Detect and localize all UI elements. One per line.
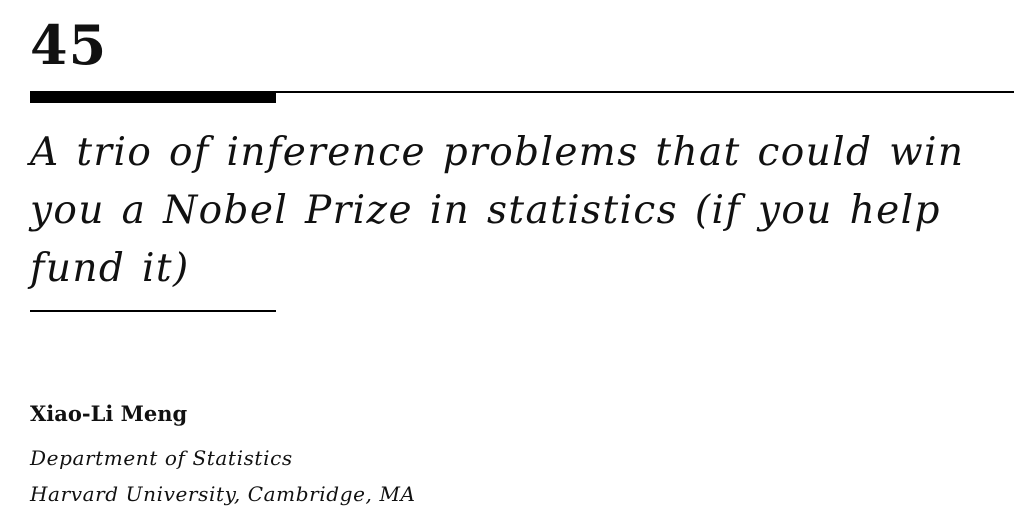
chapter-title: A trio of inference problems that could … bbox=[30, 130, 965, 291]
chapter-number: 45 bbox=[30, 13, 108, 77]
title-underline-rule bbox=[30, 310, 276, 312]
header-rule bbox=[30, 91, 1014, 93]
header-rule-accent bbox=[30, 92, 276, 103]
author-department: Department of Statistics bbox=[30, 446, 293, 470]
author-institution: Harvard University, Cambridge, MA bbox=[30, 482, 416, 506]
author-name: Xiao-Li Meng bbox=[30, 401, 188, 426]
